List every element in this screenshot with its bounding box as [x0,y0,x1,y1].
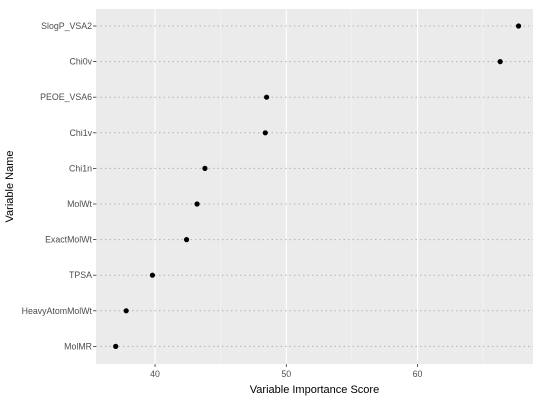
grid-lines [154,9,484,364]
y-axis-title: Variable Name [4,151,16,223]
x-tick-label: 50 [281,369,291,379]
y-tick-label: PEOE_VSA6 [40,92,92,102]
data-point [149,272,156,278]
x-axis-title: Variable Importance Score [250,384,379,396]
y-tick-label: HeavyAtomMolWt [22,306,93,316]
y-tick-label: Chi1v [70,128,93,138]
plot-panel [96,9,533,364]
y-tick-label: Chi0v [70,57,93,67]
data-point [515,23,522,29]
data-point [123,308,129,314]
dotted-guide-lines [96,25,533,347]
x-tick-label: 60 [413,369,423,379]
x-tick-label: 40 [150,369,160,379]
y-tick-label: MolMR [64,341,92,351]
data-point [262,130,268,136]
y-tick-label: ExactMolWt [45,235,92,245]
data-point [113,343,119,349]
data-point [183,237,190,243]
y-tick-labels: SlogP_VSA2 Chi0v PEOE_VSA6 Chi1v Chi1n MolWt E… [22,21,96,351]
data-points [113,23,522,349]
y-tick-label: MolWt [67,199,92,209]
x-tick-labels: 40 50 60 [150,364,423,379]
data-point [194,201,200,207]
data-point [264,94,270,100]
y-tick-label: TPSA [69,270,92,280]
y-tick-label: SlogP_VSA2 [41,21,92,31]
data-point [497,59,503,65]
data-point [202,165,208,171]
y-tick-label: Chi1n [69,163,92,173]
